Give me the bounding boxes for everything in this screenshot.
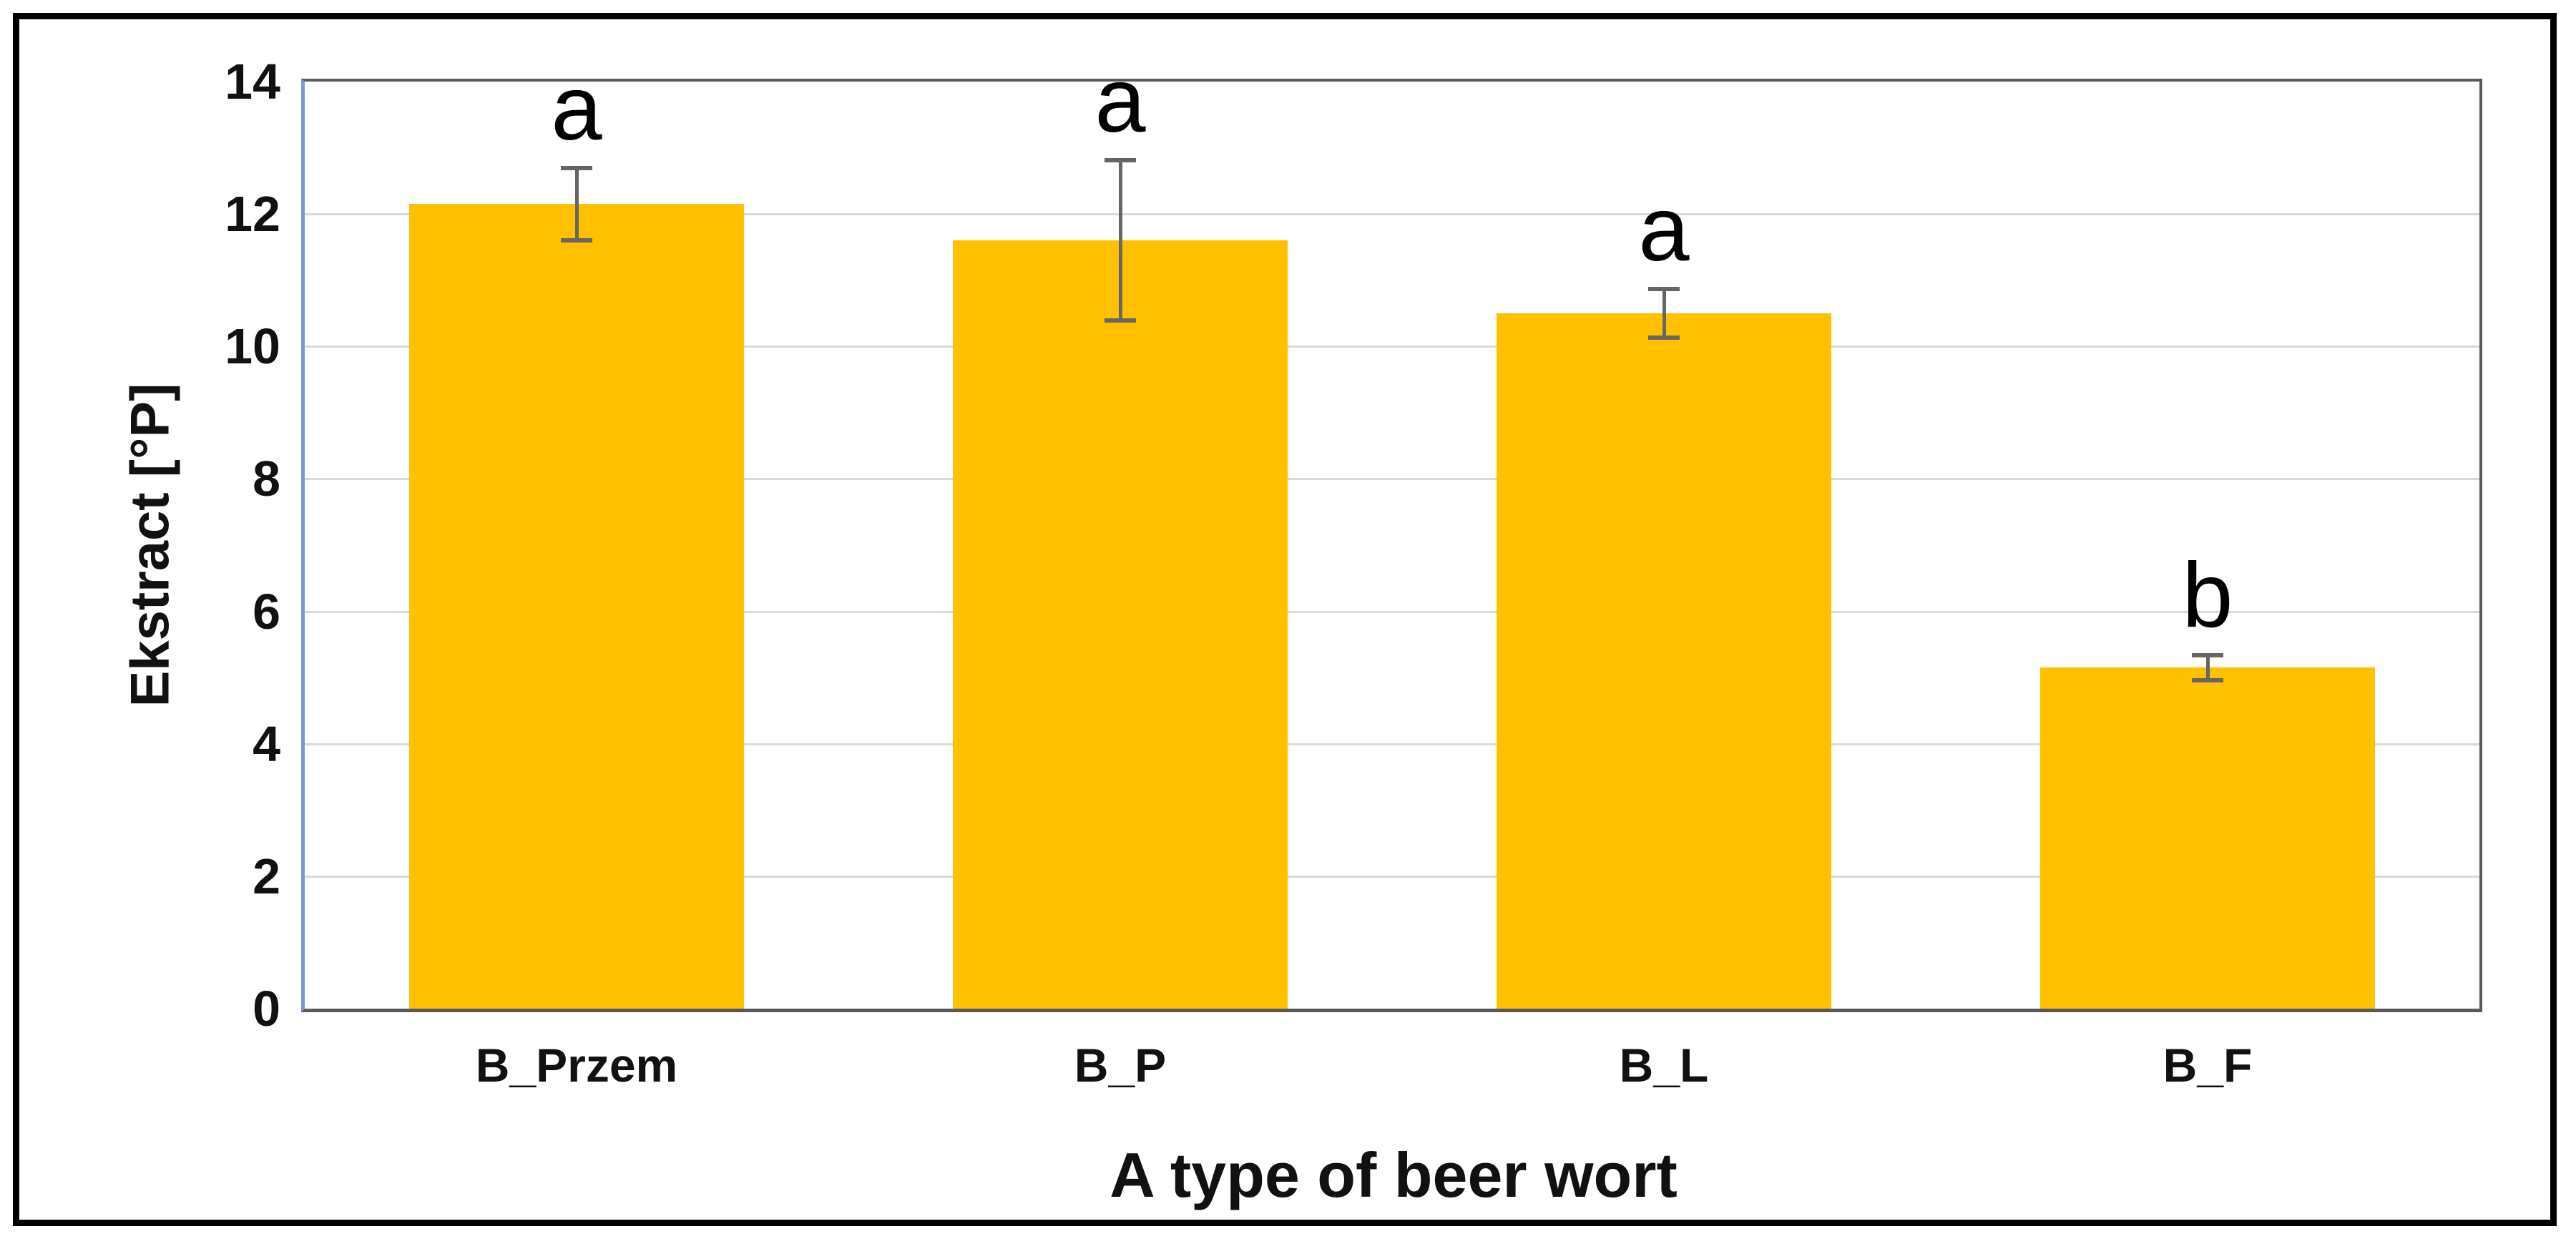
y-tick-label-0: 0 <box>253 981 280 1037</box>
bar-column-B_Przem: a <box>305 62 848 1009</box>
bar-B_Przem <box>408 204 745 1009</box>
significance-letter-B_P: a <box>1094 49 1146 152</box>
gridline-y10 <box>305 346 2479 348</box>
error-bar-bottom-cap <box>561 237 592 243</box>
error-bar-line <box>1118 158 1122 323</box>
error-bar-line <box>1662 286 1666 341</box>
error-bar-bottom-cap <box>2192 677 2223 682</box>
error-bar-top-cap <box>1105 158 1136 163</box>
error-bar-B_Przem <box>561 165 592 243</box>
error-bar-line <box>2205 652 2210 682</box>
y-tick-label-8: 8 <box>253 451 280 507</box>
y-tick-label-2: 2 <box>253 848 280 904</box>
error-bar-B_F <box>2192 652 2223 682</box>
bar-B_L <box>1496 313 1832 1009</box>
bar-B_P <box>952 240 1288 1009</box>
y-tick-label-6: 6 <box>253 583 280 640</box>
error-bar-top-cap <box>1648 286 1680 291</box>
figure-border <box>13 13 2557 1226</box>
error-bar-line <box>574 165 579 243</box>
bar-B_F <box>2039 667 2376 1009</box>
gridline-y6 <box>305 610 2479 613</box>
significance-letter-B_L: a <box>1638 177 1690 280</box>
x-tick-label-B_F: B_F <box>2163 1039 2253 1092</box>
y-axis-title: Ekstract [°P] <box>119 383 181 707</box>
gridline-y4 <box>305 743 2479 745</box>
error-bar-B_P <box>1105 158 1136 323</box>
error-bar-B_L <box>1648 286 1680 341</box>
y-tick-label-14: 14 <box>225 54 280 109</box>
significance-letter-B_F: b <box>2182 544 2233 647</box>
y-tick-label-4: 4 <box>253 715 280 772</box>
bar-column-B_P: a <box>848 55 1392 1009</box>
gridline-y12 <box>305 213 2479 216</box>
x-tick-label-B_L: B_L <box>1619 1039 1709 1092</box>
error-bar-top-cap <box>2192 652 2223 657</box>
significance-letter-B_Przem: a <box>551 57 602 160</box>
bar-column-B_L: a <box>1392 82 1936 1009</box>
x-axis-title: A type of beer wort <box>1110 1140 1678 1210</box>
x-tick-label-B_P: B_P <box>1074 1039 1167 1092</box>
error-bar-bottom-cap <box>1648 335 1680 341</box>
y-tick-label-12: 12 <box>225 186 280 243</box>
y-tick-label-10: 10 <box>225 318 280 375</box>
bar-column-B_F: b <box>1936 82 2479 1009</box>
error-bar-top-cap <box>561 165 592 170</box>
gridline-y8 <box>305 478 2479 481</box>
gridline-y2 <box>305 875 2479 878</box>
error-bar-bottom-cap <box>1105 318 1136 323</box>
x-tick-label-B_Przem: B_Przem <box>475 1039 678 1092</box>
